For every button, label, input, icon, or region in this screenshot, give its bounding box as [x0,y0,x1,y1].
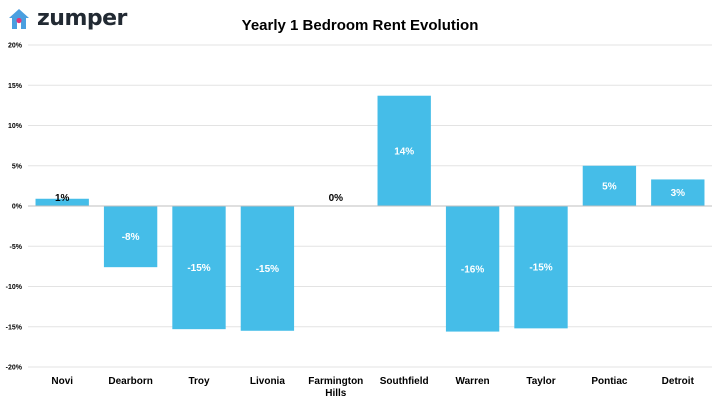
x-tick-label: Pontiac [591,376,628,387]
bar [35,198,89,206]
x-tick-label: Detroit [662,376,695,387]
bar [514,206,568,329]
data-label: -8% [122,232,140,243]
x-tick-label: Troy [188,376,210,387]
data-label: 0% [329,193,344,204]
x-axis-ticks: Novi Dearborn Troy Livonia Farmington Hills So… [51,376,694,399]
bar [582,165,637,206]
data-label: 14% [394,146,414,157]
bar [240,206,295,331]
x-tick-label: Livonia [250,376,285,387]
house-icon [9,9,29,29]
data-label: -15% [529,263,552,274]
y-tick-label: 10% [8,123,23,130]
bar [172,206,226,330]
y-tick-label: 5% [12,163,23,170]
bar [377,95,431,206]
data-label: -16% [461,264,484,275]
y-tick-label: -15% [6,324,23,331]
data-label: 1% [55,193,70,204]
data-label: 3% [671,188,686,199]
y-tick-label: 20% [8,43,23,50]
x-tick-label: Southfield [380,376,429,387]
bars [35,95,705,332]
data-labels: 1% -8% -15% -15% 0% 14% -16% -15% 5% 3% [55,146,685,275]
y-tick-label: -5% [10,244,23,251]
y-tick-label: 0% [12,204,23,211]
data-label: -15% [187,263,210,274]
bar [103,206,158,268]
bar [651,179,705,206]
data-label: -15% [256,264,279,275]
y-tick-label: -20% [6,365,23,372]
x-tick-label: Farmington Hills [308,376,363,399]
y-tick-label: -10% [6,284,23,291]
brand-logo[interactable]: zumper [6,6,127,32]
bar [445,206,500,332]
y-axis-ticks: 20% 15% 10% 5% 0% -5% -10% -15% -20% [6,43,23,372]
x-tick-label: Dearborn [108,376,152,387]
y-tick-label: 15% [8,83,23,90]
chart-title: Yearly 1 Bedroom Rent Evolution [241,17,479,34]
grid-lines [28,44,712,368]
data-label: 5% [602,181,617,192]
x-tick-label: Taylor [526,376,555,387]
x-tick-label: Novi [51,376,73,387]
x-tick-label: Warren [456,376,490,387]
brand-name: zumper [37,6,127,31]
